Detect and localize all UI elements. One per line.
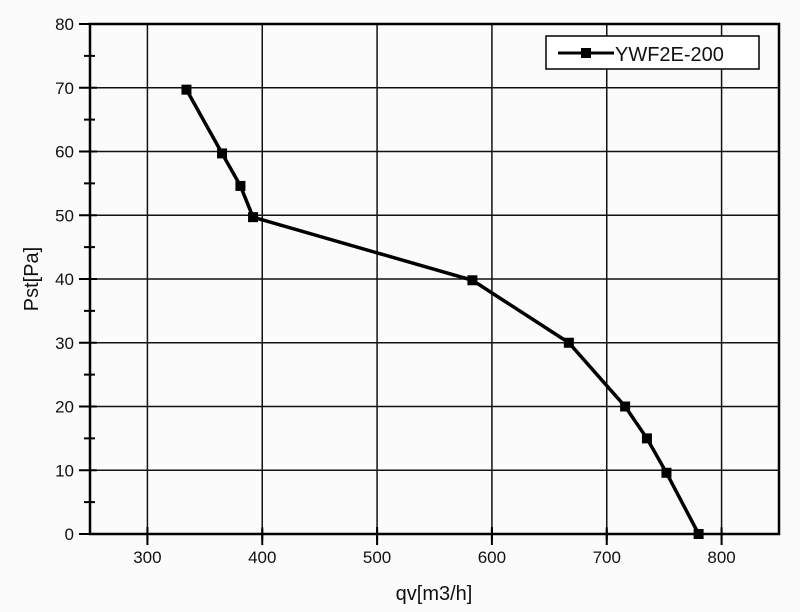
data-point	[641, 433, 652, 444]
data-point	[248, 212, 259, 223]
axis-ticks: 300 400 500 600 700 800 0 10 20 30 40 50 60 70 80	[55, 15, 736, 567]
y-tick-label: 50	[55, 206, 74, 225]
x-tick-label: 500	[363, 548, 391, 567]
y-axis-label: Pst[Pa]	[21, 247, 43, 311]
legend: YWF2E-200	[545, 35, 760, 70]
y-tick-label: 10	[55, 461, 74, 480]
series	[181, 84, 704, 539]
y-tick-label: 0	[65, 525, 74, 544]
series-line	[184, 88, 701, 535]
data-point	[620, 401, 631, 412]
grid	[90, 24, 779, 534]
y-tick-label: 20	[55, 398, 74, 417]
plot-frame	[88, 22, 781, 536]
data-point	[181, 84, 192, 95]
x-tick-label: 400	[248, 548, 276, 567]
data-point	[235, 180, 246, 191]
x-tick-label: 600	[478, 548, 506, 567]
x-tick-label: 700	[593, 548, 621, 567]
x-tick-label: 800	[707, 548, 735, 567]
x-tick-label: 300	[133, 548, 161, 567]
y-tick-label: 30	[55, 334, 74, 353]
legend-label: YWF2E-200	[615, 44, 724, 66]
legend-marker	[581, 48, 591, 58]
y-tick-label: 60	[55, 143, 74, 162]
data-point	[217, 148, 228, 159]
y-tick-label: 40	[55, 270, 74, 289]
y-tick-label: 70	[55, 79, 74, 98]
x-axis-label: qv[m3/h]	[396, 583, 473, 605]
data-point	[661, 467, 672, 478]
data-point	[467, 275, 478, 286]
data-point	[563, 337, 574, 348]
y-tick-label: 80	[55, 15, 74, 34]
